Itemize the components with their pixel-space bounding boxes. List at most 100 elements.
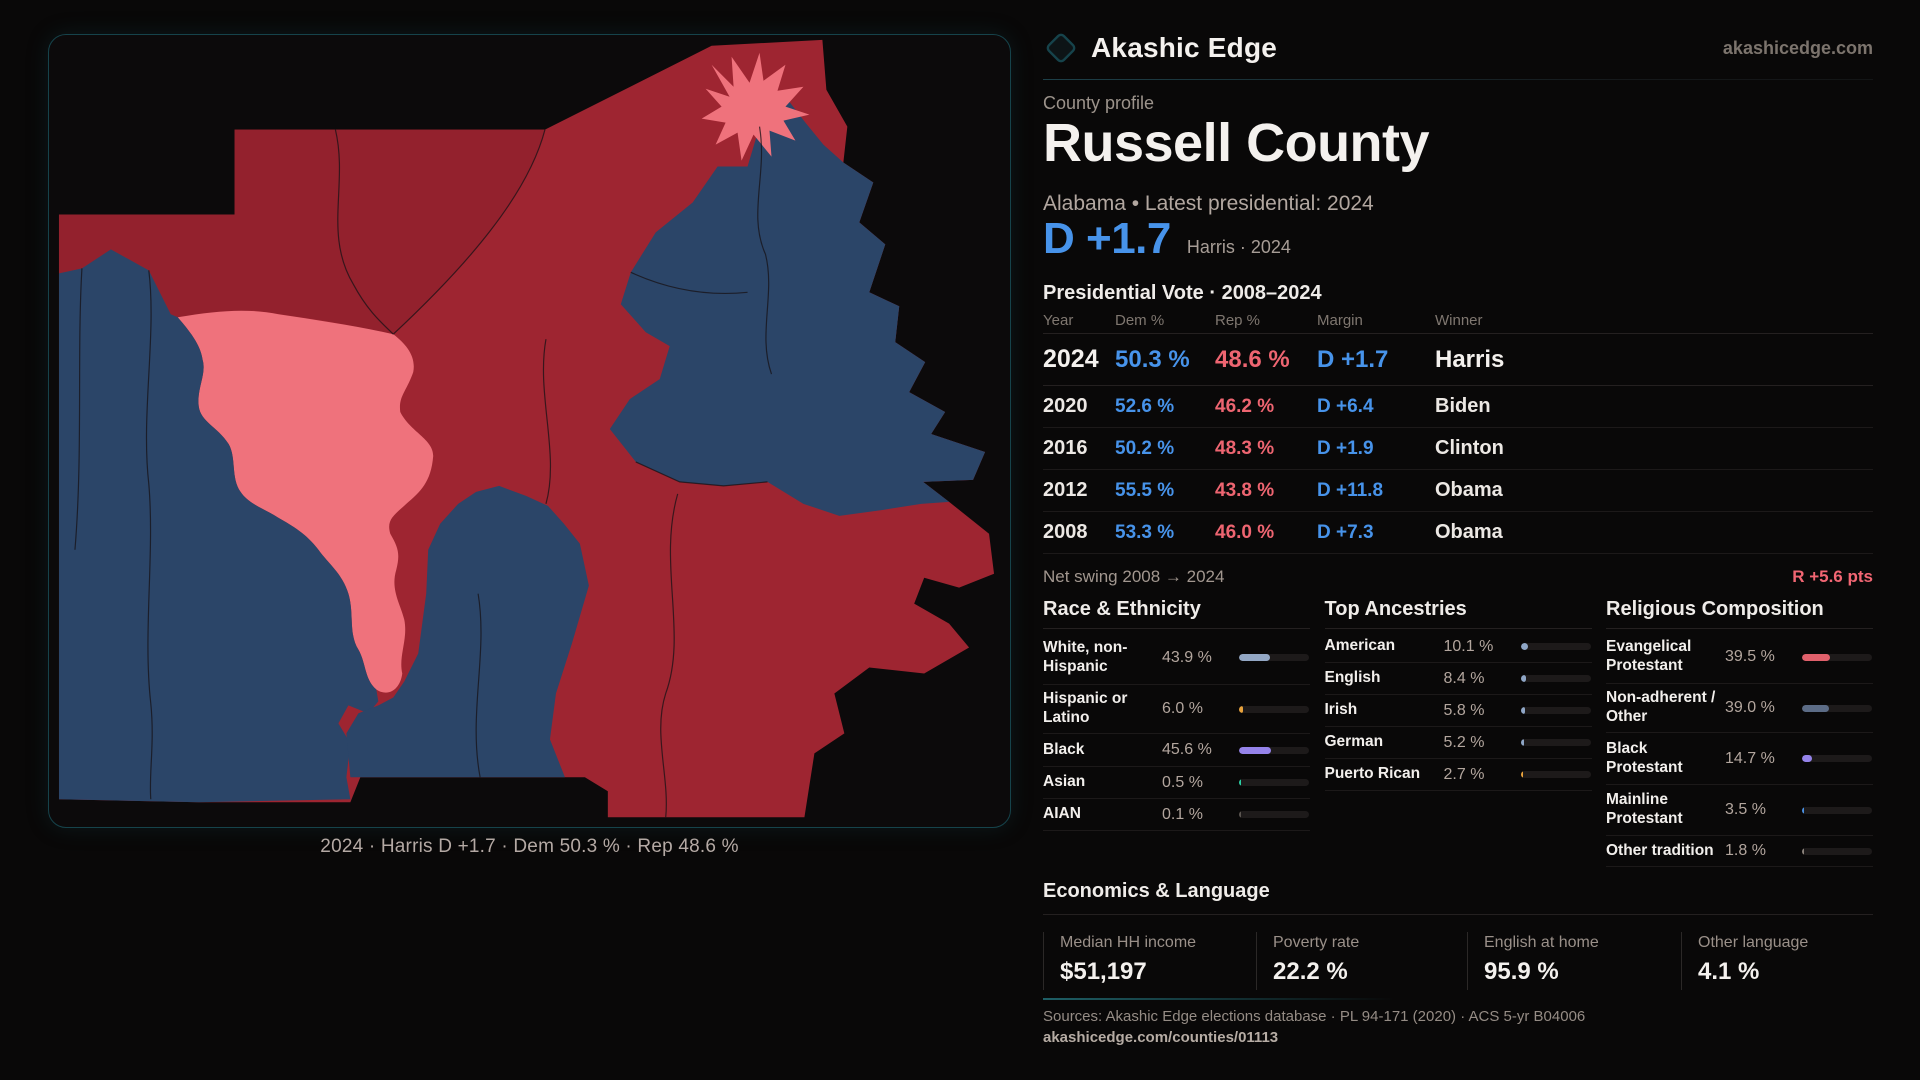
cell-margin: D +6.4 [1317, 395, 1374, 417]
stat-label: Irish [1324, 701, 1358, 719]
stat-bar [1239, 811, 1309, 818]
stat-label: American [1324, 637, 1396, 655]
stat-value: 3.5 % [1725, 801, 1766, 818]
map-region-south-blue[interactable] [346, 485, 589, 778]
stat-row: Asian 0.5 % [1043, 767, 1310, 799]
cell-rep: 46.2 % [1215, 395, 1275, 417]
table-row: 2024 50.3 % 48.6 % D +1.7 Harris [1043, 334, 1873, 386]
column-heading: Top Ancestries [1324, 598, 1467, 620]
stat-value: 43.9 % [1162, 648, 1212, 666]
cell-dem: 50.2 % [1115, 437, 1175, 459]
stat-bar [1802, 755, 1872, 762]
stat-value: 95.9 % [1484, 958, 1559, 985]
stat-value: 22.2 % [1273, 958, 1348, 985]
sources-note: Sources: Akashic Edge elections database… [1043, 1008, 1586, 1025]
results-table: Year Dem % Rep % Margin Winner 2024 50.3… [1043, 308, 1873, 554]
headline-margin-value: D +1.7 [1043, 214, 1171, 263]
stat-row: American 10.1 % [1324, 631, 1592, 663]
stat-bar [1520, 675, 1591, 682]
stat-bar [1520, 739, 1591, 746]
race-ethnicity-column: Race & Ethnicity White, non-Hispanic 43.… [1043, 598, 1310, 867]
stat-bar [1520, 707, 1591, 714]
map-caption: 2024 · Harris D +1.7 · Dem 50.3 % · Rep … [320, 836, 739, 857]
column-divider [1043, 628, 1310, 629]
stat-label: Asian [1043, 773, 1086, 791]
stat-value: 5.2 % [1443, 733, 1485, 751]
map-region-east-blue[interactable] [609, 100, 986, 516]
column-heading: Race & Ethnicity [1043, 598, 1201, 620]
cell-rep: 48.6 % [1215, 345, 1290, 373]
column-divider [1606, 628, 1873, 629]
brand-domain-link[interactable]: akashicedge.com [1722, 37, 1873, 58]
permalink[interactable]: akashicedge.com/counties/01113 [1043, 1029, 1279, 1046]
stat-label: Poverty rate [1273, 934, 1360, 951]
stat-row: Evangelical Protestant 39.5 % [1606, 631, 1873, 684]
stat-row: AIAN 0.1 % [1043, 799, 1310, 831]
cell-year: 2016 [1043, 437, 1088, 459]
stat-bar [1802, 653, 1872, 661]
stat-value: 0.5 % [1162, 773, 1203, 791]
page-title: Russell County [1043, 113, 1430, 173]
stat-label: Evangelical Protestant [1606, 638, 1692, 674]
map-region-starburst-precinct[interactable] [701, 52, 810, 161]
stat-value: 14.7 % [1725, 749, 1775, 767]
stat-card: English at home 95.9 % [1467, 932, 1681, 990]
economics-stats: Median HH income $51,197 Poverty rate 22… [1043, 932, 1873, 990]
stat-bar [1520, 771, 1591, 778]
stat-label: Other tradition [1606, 841, 1714, 859]
map-region-salmon-precinct[interactable] [177, 310, 434, 693]
stat-bar [1802, 806, 1872, 814]
cell-margin: D +11.8 [1317, 479, 1384, 501]
cell-year: 2020 [1043, 395, 1088, 417]
diamond-logo-icon [1046, 33, 1076, 63]
footer-accent-divider [1043, 998, 1395, 1000]
stat-label: Non-adherent / Other [1606, 689, 1716, 725]
stat-label: Black Protestant [1606, 739, 1683, 776]
cell-dem: 55.5 % [1115, 479, 1175, 501]
headline-margin-note: Harris · 2024 [1186, 237, 1291, 257]
cell-rep: 48.3 % [1215, 437, 1275, 459]
stat-value: 6.0 % [1162, 700, 1203, 717]
page-subtitle: Alabama • Latest presidential: 2024 [1043, 192, 1374, 215]
cell-dem: 53.3 % [1115, 521, 1175, 543]
header-divider [1043, 79, 1873, 80]
cell-year: 2024 [1043, 345, 1099, 373]
stat-value: 8.4 % [1443, 669, 1485, 687]
stat-row: White, non-Hispanic 43.9 % [1043, 631, 1310, 685]
col-header-dem: Dem % [1115, 312, 1165, 329]
map-region-northwest-red[interactable] [58, 129, 545, 335]
cell-winner: Harris [1435, 345, 1505, 373]
col-header-rep: Rep % [1215, 312, 1261, 329]
cell-year: 2012 [1043, 479, 1088, 501]
stat-value: 39.0 % [1725, 699, 1775, 716]
precinct-map-canvas[interactable] [49, 35, 1010, 827]
stat-label: Puerto Rican [1324, 765, 1421, 783]
stat-label: Other language [1698, 934, 1809, 951]
stat-row: Black 45.6 % [1043, 734, 1310, 767]
stat-value: $51,197 [1060, 958, 1147, 985]
cell-winner: Biden [1435, 395, 1491, 417]
stat-row: Non-adherent / Other 39.0 % [1606, 684, 1873, 733]
stat-value: 45.6 % [1162, 741, 1212, 758]
county-profile-panel: Akashic Edge akashicedge.com County prof… [1043, 0, 1873, 1080]
stat-bar [1802, 847, 1872, 855]
cell-winner: Obama [1435, 521, 1503, 543]
stat-label: Hispanic or Latino [1043, 690, 1128, 726]
results-table-header: Year Dem % Rep % Margin Winner [1043, 308, 1873, 334]
cell-winner: Clinton [1435, 437, 1504, 459]
precinct-map-card[interactable] [48, 34, 1011, 828]
stat-row: Puerto Rican 2.7 % [1324, 759, 1592, 791]
stat-value: 10.1 % [1443, 637, 1494, 655]
stat-bar [1520, 643, 1591, 650]
demographics-section: Race & Ethnicity White, non-Hispanic 43.… [1043, 598, 1873, 867]
stat-label: White, non-Hispanic [1043, 638, 1128, 675]
table-row: 2016 50.2 % 48.3 % D +1.9 Clinton [1043, 428, 1873, 470]
stat-value: 5.8 % [1443, 701, 1485, 719]
stat-label: German [1324, 733, 1384, 751]
eyebrow-label: County profile [1043, 93, 1155, 113]
cell-winner: Obama [1435, 479, 1503, 501]
cell-dem: 50.3 % [1115, 345, 1190, 373]
stat-bar [1239, 705, 1309, 713]
map-region-west-blue[interactable] [58, 249, 379, 803]
stat-label: Median HH income [1060, 934, 1197, 951]
